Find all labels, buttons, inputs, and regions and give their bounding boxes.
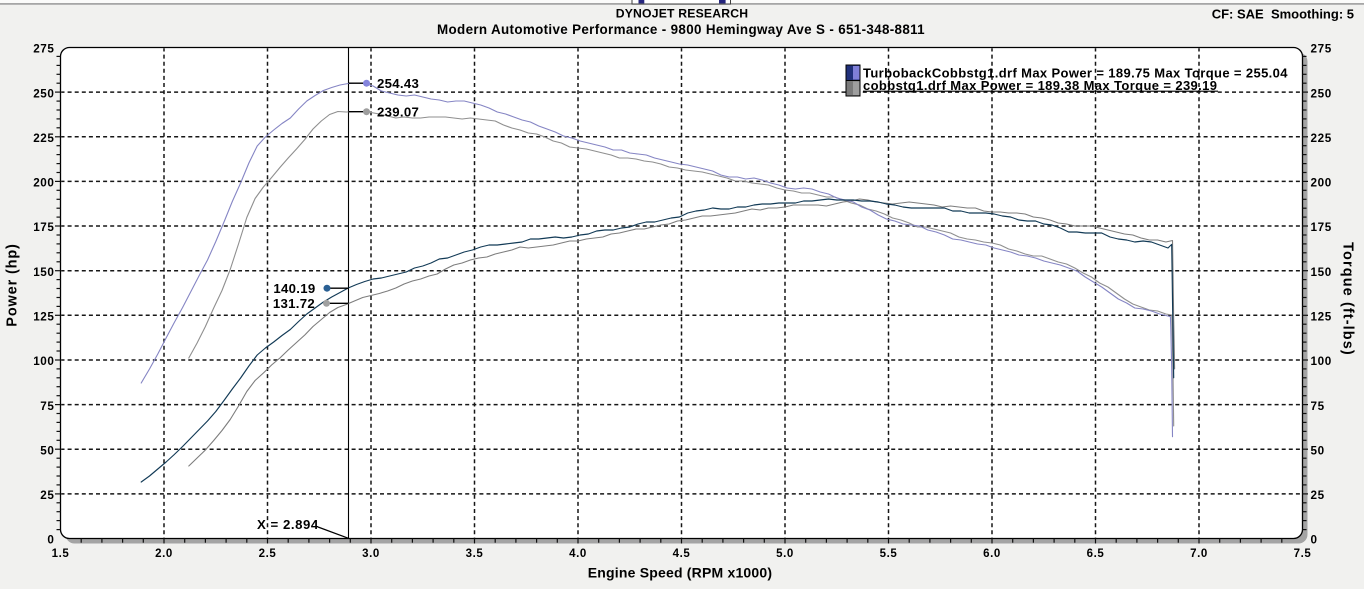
svg-text:200: 200	[33, 177, 54, 190]
svg-text:5.5: 5.5	[880, 548, 898, 560]
svg-text:25: 25	[40, 489, 54, 502]
svg-text:0: 0	[1311, 534, 1318, 547]
svg-text:cobbstg1.drf Max Power = 189.3: cobbstg1.drf Max Power = 189.38 Max Torq…	[863, 78, 1217, 93]
svg-text:50: 50	[1311, 444, 1325, 457]
svg-text:3.5: 3.5	[466, 548, 484, 560]
svg-text:Torque (ft-lbs): Torque (ft-lbs)	[1340, 242, 1356, 356]
svg-text:X = 2.894: X = 2.894	[257, 517, 319, 532]
svg-text:125: 125	[1311, 311, 1332, 324]
svg-text:Modern Automotive Performance: Modern Automotive Performance - 9800 Hem…	[437, 22, 925, 37]
svg-text:2.5: 2.5	[259, 548, 277, 560]
svg-text:DYNOJET RESEARCH: DYNOJET RESEARCH	[616, 7, 749, 21]
svg-text:175: 175	[1311, 221, 1332, 234]
svg-text:50: 50	[40, 444, 54, 457]
svg-text:225: 225	[1311, 132, 1332, 145]
svg-text:Power (hp): Power (hp)	[5, 243, 21, 326]
svg-text:3.0: 3.0	[362, 548, 380, 560]
svg-text:6.0: 6.0	[983, 548, 1001, 560]
svg-text:125: 125	[33, 311, 54, 324]
svg-text:250: 250	[33, 87, 54, 100]
svg-text:131.72: 131.72	[273, 296, 315, 311]
svg-text:275: 275	[33, 43, 54, 56]
svg-text:7.0: 7.0	[1190, 548, 1208, 560]
svg-text:5.0: 5.0	[776, 548, 794, 560]
svg-text:6.5: 6.5	[1087, 548, 1105, 560]
svg-text:100: 100	[1311, 355, 1332, 368]
svg-text:200: 200	[1311, 177, 1332, 190]
svg-text:75: 75	[1311, 400, 1325, 413]
svg-text:254.43: 254.43	[377, 76, 419, 91]
svg-text:100: 100	[33, 355, 54, 368]
svg-text:1.5: 1.5	[52, 548, 70, 560]
svg-text:275: 275	[1311, 43, 1332, 56]
svg-text:4.0: 4.0	[569, 548, 587, 560]
svg-text:140.19: 140.19	[273, 281, 315, 296]
svg-text:175: 175	[33, 221, 54, 234]
svg-text:25: 25	[1311, 489, 1325, 502]
svg-text:75: 75	[40, 400, 54, 413]
svg-text:239.07: 239.07	[377, 104, 419, 119]
svg-text:4.5: 4.5	[673, 548, 691, 560]
svg-text:TurbobackCobbstg1.drf Max Powe: TurbobackCobbstg1.drf Max Power = 189.75…	[863, 65, 1288, 80]
svg-text:150: 150	[1311, 266, 1332, 279]
svg-text:225: 225	[33, 132, 54, 145]
svg-text:250: 250	[1311, 87, 1332, 100]
svg-text:CF: SAE Smoothing: 5: CF: SAE Smoothing: 5	[1212, 7, 1354, 22]
svg-text:150: 150	[33, 266, 54, 279]
svg-text:2.0: 2.0	[155, 548, 173, 560]
svg-text:Engine Speed (RPM x1000): Engine Speed (RPM x1000)	[588, 565, 773, 581]
svg-text:0: 0	[47, 534, 54, 547]
svg-text:7.5: 7.5	[1294, 548, 1312, 560]
